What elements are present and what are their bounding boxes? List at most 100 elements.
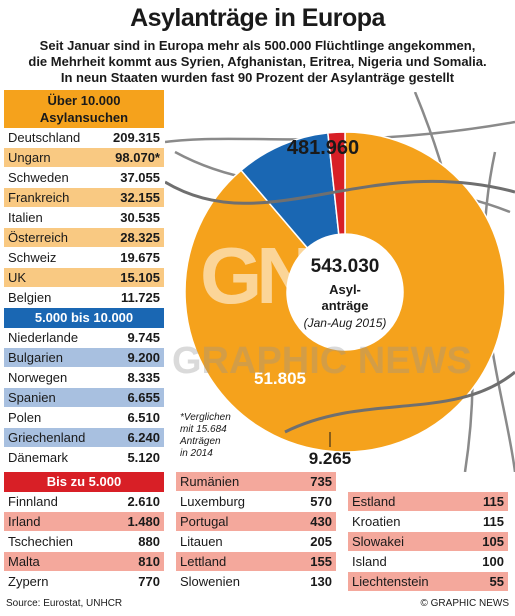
subtitle-line: Seit Januar sind in Europa mehr als 500.…	[39, 38, 476, 53]
table-row: Island 100	[348, 552, 508, 572]
table-row: Griechenland 6.240	[4, 428, 164, 448]
application-count: 32.155	[120, 190, 160, 205]
table-body: Niederlande 9.745 Bulgarien 9.200 Norwegen 8.…	[4, 328, 164, 468]
country-name: Deutschland	[8, 130, 81, 145]
country-name: Schweiz	[8, 250, 57, 265]
table-row: Estland 115	[348, 492, 508, 512]
table-row: Tschechien 880	[4, 532, 164, 552]
application-count: 735	[310, 474, 332, 489]
donut-center	[287, 234, 403, 350]
application-count: 6.240	[127, 430, 160, 445]
table-heading: Bis zu 5.000	[4, 472, 164, 492]
table-row: Dänemark 5.120	[4, 448, 164, 468]
country-name: Bulgarien	[8, 350, 63, 365]
country-name: Lettland	[180, 554, 227, 569]
country-name: Österreich	[8, 230, 68, 245]
application-count: 105	[482, 534, 504, 549]
table-row: Liechtenstein 55	[348, 572, 508, 592]
application-count: 155	[310, 554, 332, 569]
table-row: Frankreich 32.155	[4, 188, 164, 208]
application-count: 880	[138, 534, 160, 549]
table-row: Slowenien 130	[176, 572, 336, 592]
table-row: Lettland 155	[176, 552, 336, 572]
country-name: Griechenland	[8, 430, 86, 445]
country-name: Liechtenstein	[352, 574, 429, 589]
table-over-10000: Über 10.000 Asylansuchen Deutschland 209.…	[4, 90, 164, 308]
donut-svg: 543.030 Asyl-anträge (Jan-Aug 2015) 481.960…	[165, 92, 515, 472]
table-row: Bulgarien 9.200	[4, 348, 164, 368]
application-count: 98.070*	[115, 150, 160, 165]
country-name: Niederlande	[8, 330, 79, 345]
application-count: 37.055	[120, 170, 160, 185]
source-note: Source: Eurostat, UNHCR	[6, 598, 123, 609]
country-name: Spanien	[8, 390, 56, 405]
table-row: Kroatien 115	[348, 512, 508, 532]
table-row: Irland 1.480	[4, 512, 164, 532]
application-count: 6.655	[127, 390, 160, 405]
table-row: Finnland 2.610	[4, 492, 164, 512]
application-count: 55	[489, 574, 504, 589]
table-row: Portugal 430	[176, 512, 336, 532]
table-row: Polen 6.510	[4, 408, 164, 428]
application-count: 130	[310, 574, 332, 589]
table-row: UK 15.105	[4, 268, 164, 288]
table-row: Italien 30.535	[4, 208, 164, 228]
application-count: 115	[483, 494, 504, 509]
application-count: 205	[310, 534, 332, 549]
application-count: 28.325	[120, 230, 160, 245]
table-row: Österreich 28.325	[4, 228, 164, 248]
table-row: Belgien 11.725	[4, 288, 164, 308]
application-count: 19.675	[120, 250, 160, 265]
application-count: 11.725	[120, 290, 160, 305]
table-row: Norwegen 8.335	[4, 368, 164, 388]
barbed-wire-strand	[284, 370, 515, 434]
country-name: Ungarn	[8, 150, 51, 165]
table-under-5000-col1: Bis zu 5.000 Finnland 2.610 Irland 1.480 Tsc…	[4, 472, 164, 592]
country-name: Belgien	[8, 290, 52, 305]
country-name: Frankreich	[8, 190, 70, 205]
barbed-wire-strand	[165, 179, 515, 205]
table-5000-10000: 5.000 bis 10.000 Niederlande 9.745 Bulgari…	[4, 308, 164, 468]
country-name: Tschechien	[8, 534, 74, 549]
table-row: Schweiz 19.675	[4, 248, 164, 268]
application-count: 209.315	[113, 130, 160, 145]
center-label: Asyl-	[329, 282, 361, 297]
country-name: Estland	[352, 494, 396, 509]
table-row: Slowakei 105	[348, 532, 508, 552]
table-heading: Über 10.000 Asylansuchen	[4, 90, 164, 128]
application-count: 430	[310, 514, 332, 529]
country-name: UK	[8, 270, 27, 285]
country-name: Slowakei	[352, 534, 405, 549]
table-row: Litauen 205	[176, 532, 336, 552]
center-label: anträge	[322, 298, 369, 313]
table-row: Zypern 770	[4, 572, 164, 592]
application-count: 100	[482, 554, 504, 569]
slice-label-over-10000: 481.960	[287, 137, 359, 159]
application-count: 1.480	[127, 514, 160, 529]
slice-label-5000-10000: 51.805	[254, 369, 306, 388]
slice-label-under-5000: 9.265	[309, 449, 352, 468]
application-count: 6.510	[127, 410, 160, 425]
table-row: Spanien 6.655	[4, 388, 164, 408]
table-body: Finnland 2.610 Irland 1.480 Tschechien 880 Mal…	[4, 492, 164, 592]
country-name: Litauen	[180, 534, 223, 549]
subtitle: Seit Januar sind in Europa mehr als 500.…	[4, 38, 511, 86]
table-row: Niederlande 9.745	[4, 328, 164, 348]
country-name: Italien	[8, 210, 43, 225]
center-note: (Jan-Aug 2015)	[304, 316, 387, 330]
table-body: Deutschland 209.315 Ungarn 98.070* Schweden 3…	[4, 128, 164, 308]
table-row: Rumänien 735	[176, 472, 336, 492]
country-name: Norwegen	[8, 370, 68, 385]
subtitle-line: die Mehrheit kommt aus Syrien, Afghanist…	[28, 54, 487, 69]
application-count: 770	[138, 574, 160, 589]
subtitle-line: In neun Staaten wurden fast 90 Prozent d…	[60, 70, 455, 85]
credit-note: © GRAPHIC NEWS	[420, 598, 510, 609]
table-heading: 5.000 bis 10.000	[4, 308, 164, 328]
application-count: 810	[138, 554, 160, 569]
table-row: Deutschland 209.315	[4, 128, 164, 148]
country-name: Schweden	[8, 170, 69, 185]
country-name: Island	[352, 554, 387, 569]
application-count: 9.745	[127, 330, 160, 345]
country-name: Finnland	[8, 494, 58, 509]
table-under-5000-col2: Rumänien 735 Luxemburg 570 Portugal 430 Litaue…	[176, 472, 336, 592]
